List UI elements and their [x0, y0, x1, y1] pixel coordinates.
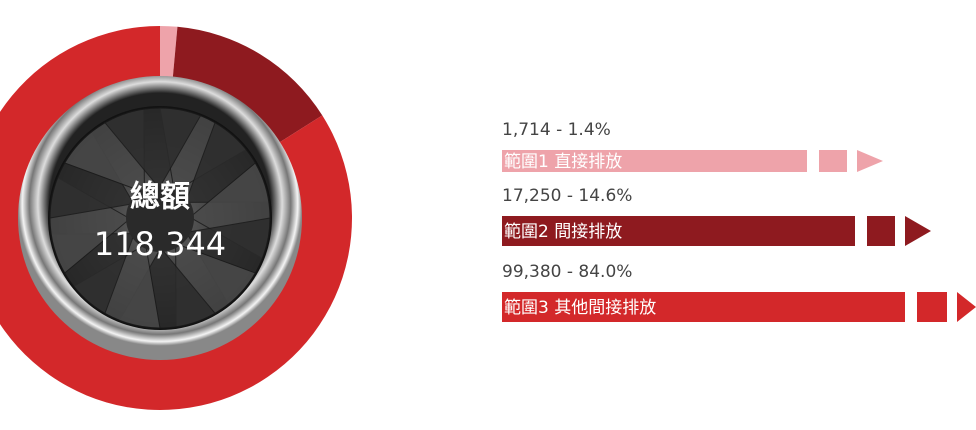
donut-slice: [171, 26, 323, 149]
legend-square: [917, 292, 947, 322]
legend-arrow: [905, 216, 931, 246]
legend: 1,714 - 1.4% 範圍1 直接排放 17,250 - 14.6% 範圍2 間接…: [502, 120, 976, 322]
donut-slice: [160, 26, 178, 89]
legend-bar: [502, 292, 905, 322]
blade: [104, 107, 202, 189]
legend-arrow: [857, 150, 883, 172]
aperture-hole: [126, 184, 194, 252]
legend-bar: [502, 150, 807, 172]
legend-label: 範圍2 間接排放: [504, 222, 622, 242]
legend-label: 範圍1 直接排放: [504, 152, 622, 172]
legend-value: 17,250 - 14.6%: [502, 186, 632, 206]
center-value: 118,344: [94, 225, 226, 263]
legend-square: [867, 216, 895, 246]
legend-label: 範圍3 其他間接排放: [504, 298, 656, 318]
legend-bar: [502, 216, 855, 246]
legend-square: [819, 150, 847, 172]
legend-value: 1,714 - 1.4%: [502, 120, 611, 140]
aperture-blades: [49, 107, 271, 329]
center-title: 總額: [130, 180, 190, 215]
legend-value: 99,380 - 84.0%: [502, 262, 632, 282]
legend-arrow: [957, 292, 976, 322]
